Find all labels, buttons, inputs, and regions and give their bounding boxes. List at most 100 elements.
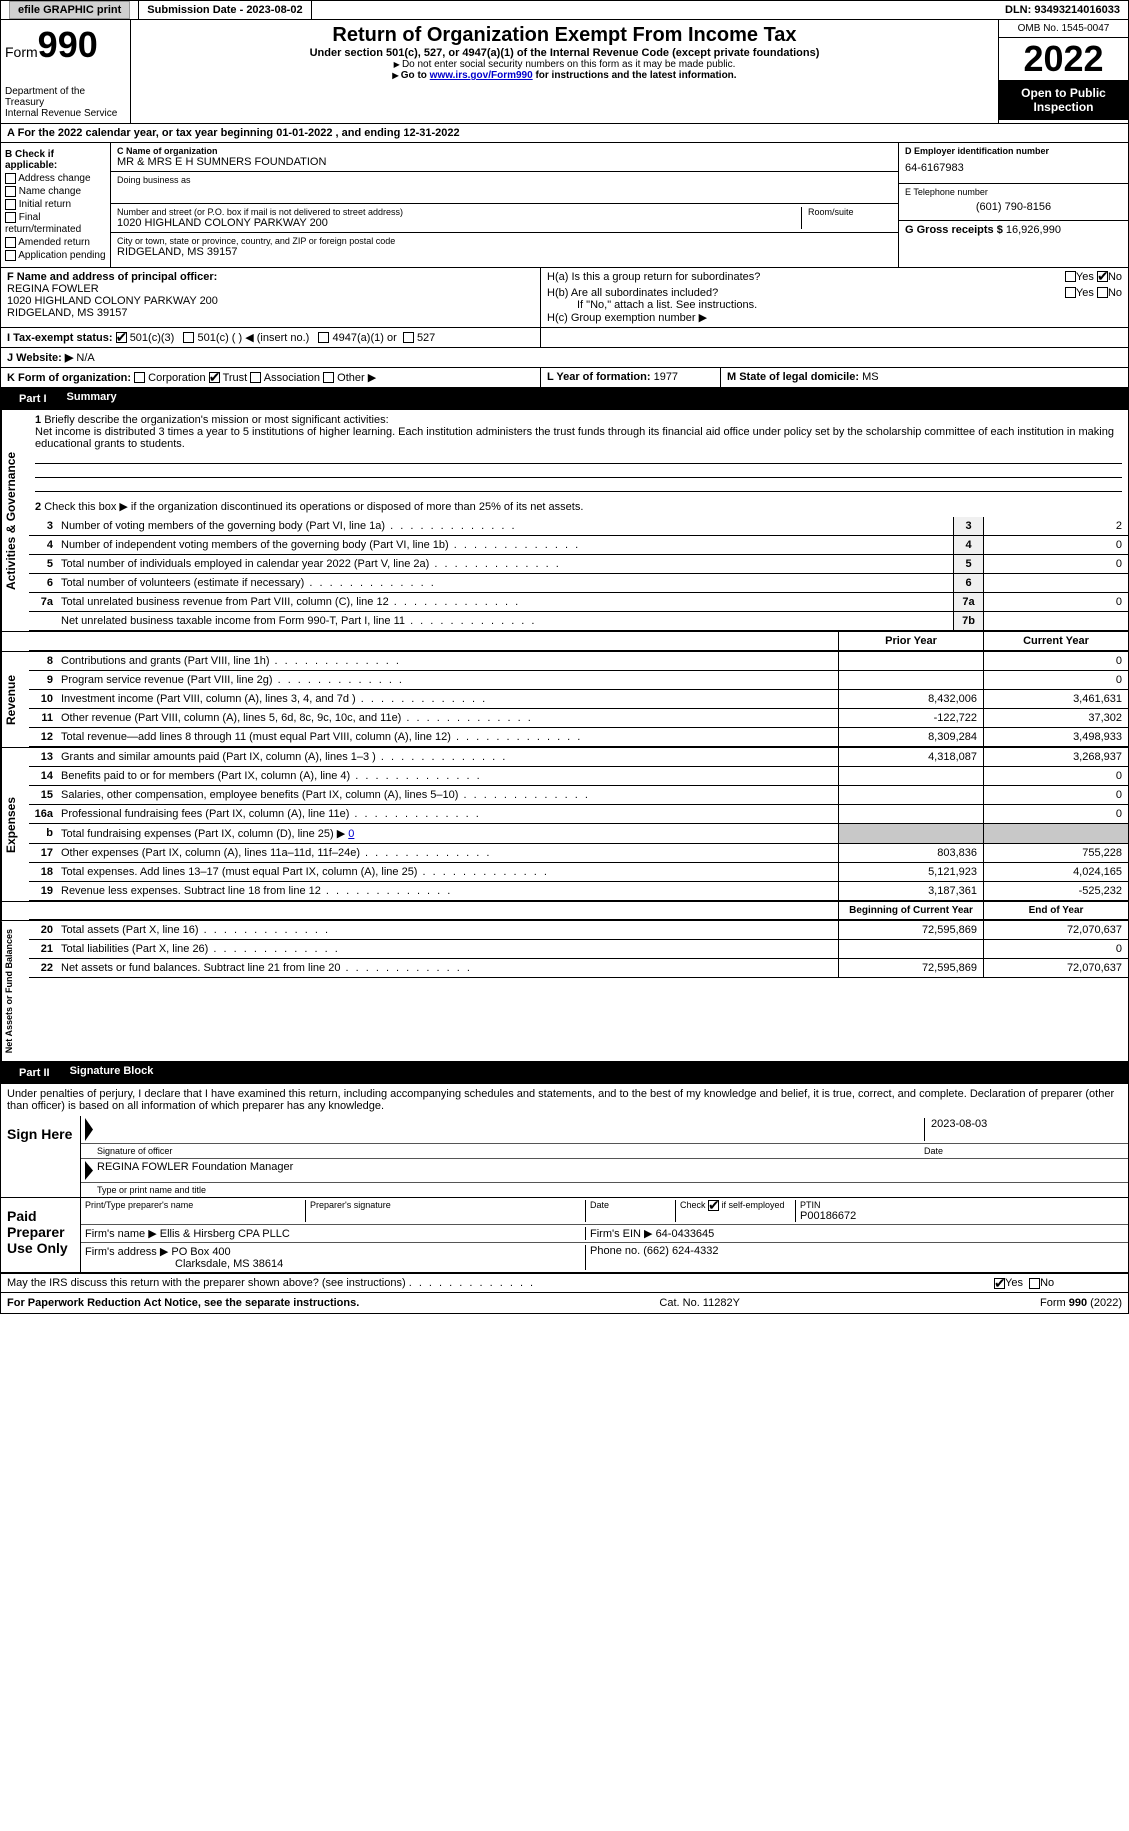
cb-amended[interactable]: Amended return: [5, 237, 106, 248]
cb-initial-return[interactable]: Initial return: [5, 199, 106, 210]
gray-cell: [838, 824, 983, 843]
dln-label: DLN: 93493214016033: [997, 1, 1128, 19]
form-title: Return of Organization Exempt From Incom…: [139, 24, 990, 47]
summary-line: 19Revenue less expenses. Subtract line 1…: [29, 882, 1128, 901]
cb-4947[interactable]: [318, 332, 329, 343]
goto-note: Go to www.irs.gov/Form990 for instructio…: [139, 70, 990, 81]
hb-yes[interactable]: [1065, 287, 1076, 298]
cb-501c3[interactable]: [116, 332, 127, 343]
netcol-hdr: Beginning of Current Year End of Year: [0, 902, 1129, 921]
dba-label: Doing business as: [117, 175, 892, 185]
period-text: A For the 2022 calendar year, or tax yea…: [1, 124, 466, 142]
ein: 64-6167983: [905, 156, 1122, 180]
part1-header: Part I Summary: [0, 388, 1129, 410]
paid-preparer-label: Paid Preparer Use Only: [1, 1198, 81, 1272]
tax-exempt-label: I Tax-exempt status:: [7, 332, 113, 344]
cb-other[interactable]: [323, 372, 334, 383]
section-i: I Tax-exempt status: 501(c)(3) 501(c) ( …: [0, 328, 1129, 348]
part2-header: Part II Signature Block: [0, 1062, 1129, 1084]
officer-addr2: RIDGELAND, MS 39157: [7, 307, 534, 319]
summary-line: 13Grants and similar amounts paid (Part …: [29, 748, 1128, 767]
ha-yes[interactable]: [1065, 271, 1076, 282]
summary-line: 11Other revenue (Part VIII, column (A), …: [29, 709, 1128, 728]
gross-receipts: 16,926,990: [1006, 224, 1061, 236]
ptin: P00186672: [800, 1210, 1124, 1222]
cb-527[interactable]: [403, 332, 414, 343]
netassets-section: Net Assets or Fund Balances 20Total asse…: [0, 921, 1129, 1062]
summary-line: 18Total expenses. Add lines 13–17 (must …: [29, 863, 1128, 882]
summary-line: 6Total number of volunteers (estimate if…: [29, 574, 1128, 593]
date-label: Date: [924, 1146, 1124, 1156]
firm-phone-label: Phone no.: [590, 1245, 640, 1257]
section-d: D Employer identification number 64-6167…: [898, 143, 1128, 267]
side-expenses: Expenses: [1, 748, 29, 901]
hb-note: If "No," attach a list. See instructions…: [547, 299, 1122, 311]
summary-line: 17Other expenses (Part IX, column (A), l…: [29, 844, 1128, 863]
form-subtitle: Under section 501(c), 527, or 4947(a)(1)…: [139, 47, 990, 59]
cb-self-employed[interactable]: [708, 1200, 719, 1211]
phone: (601) 790-8156: [905, 197, 1122, 217]
summary-line: 22Net assets or fund balances. Subtract …: [29, 959, 1128, 978]
irs-label: Internal Revenue Service: [5, 108, 126, 119]
summary-line: 20Total assets (Part X, line 16)72,595,8…: [29, 921, 1128, 940]
firm-city: Clarksdale, MS 38614: [85, 1258, 283, 1270]
summary-line: 5Total number of individuals employed in…: [29, 555, 1128, 574]
cb-final-return[interactable]: Final return/terminated: [5, 212, 106, 234]
discuss-row: May the IRS discuss this return with the…: [0, 1274, 1129, 1293]
bcd-block: B Check if applicable: Address change Na…: [0, 143, 1129, 268]
firm-name-label: Firm's name ▶: [85, 1228, 157, 1240]
officer-label: F Name and address of principal officer:: [7, 271, 534, 283]
cb-trust[interactable]: [209, 372, 220, 383]
ptin-label: PTIN: [800, 1200, 1124, 1210]
state-domicile: MS: [862, 371, 879, 383]
period-row: A For the 2022 calendar year, or tax yea…: [0, 124, 1129, 143]
tax-year: 2022: [999, 38, 1128, 80]
summary-line: 14Benefits paid to or for members (Part …: [29, 767, 1128, 786]
top-bar: efile GRAPHIC print Submission Date - 20…: [0, 0, 1129, 20]
cb-app-pending[interactable]: Application pending: [5, 250, 106, 261]
cb-assoc[interactable]: [250, 372, 261, 383]
discuss-yes[interactable]: [994, 1278, 1005, 1289]
line2: Check this box ▶ if the organization dis…: [44, 501, 583, 513]
gross-label: G Gross receipts $: [905, 224, 1003, 236]
efile-print-button[interactable]: efile GRAPHIC print: [9, 1, 130, 19]
form-header: Form990 Department of the Treasury Inter…: [0, 20, 1129, 124]
discuss-text: May the IRS discuss this return with the…: [7, 1277, 406, 1289]
cb-address-change[interactable]: Address change: [5, 173, 106, 184]
line1-text: Net income is distributed 3 times a year…: [35, 426, 1114, 450]
side-netassets: Net Assets or Fund Balances: [1, 921, 29, 1061]
hb-no[interactable]: [1097, 287, 1108, 298]
submission-date: Submission Date - 2023-08-02: [139, 1, 311, 19]
ag-section: Activities & Governance 1 Briefly descri…: [0, 410, 1129, 632]
efile-label: efile GRAPHIC print: [1, 1, 139, 19]
cb-corp[interactable]: [134, 372, 145, 383]
year-formation: 1977: [654, 371, 678, 383]
ha-no[interactable]: [1097, 271, 1108, 282]
street: 1020 HIGHLAND COLONY PARKWAY 200: [117, 217, 801, 229]
dept-treasury: Department of the Treasury: [5, 86, 126, 108]
website-value: N/A: [76, 352, 94, 364]
line16b-val: 0: [348, 828, 354, 840]
pra-notice: For Paperwork Reduction Act Notice, see …: [7, 1297, 359, 1309]
sig-officer-label: Signature of officer: [85, 1146, 924, 1156]
summary-line: 16aProfessional fundraising fees (Part I…: [29, 805, 1128, 824]
firm-phone: (662) 624-4332: [643, 1245, 718, 1257]
form-org-label: K Form of organization:: [7, 372, 131, 384]
col-current: Current Year: [983, 632, 1128, 650]
summary-line: 15Salaries, other compensation, employee…: [29, 786, 1128, 805]
type-name-label: Type or print name and title: [81, 1183, 1128, 1197]
footer: For Paperwork Reduction Act Notice, see …: [0, 1293, 1129, 1314]
summary-line: 7aTotal unrelated business revenue from …: [29, 593, 1128, 612]
check-self: Check if self-employed: [675, 1200, 795, 1222]
summary-line: 3Number of voting members of the governi…: [29, 517, 1128, 536]
sig-arrow-icon: [85, 1161, 93, 1180]
ha-label: H(a) Is this a group return for subordin…: [547, 271, 760, 283]
officer-name: REGINA FOWLER: [7, 283, 534, 295]
summary-line: 10Investment income (Part VIII, column (…: [29, 690, 1128, 709]
irs-form990-link[interactable]: www.irs.gov/Form990: [430, 70, 533, 81]
org-name: MR & MRS E H SUMNERS FOUNDATION: [117, 156, 892, 168]
cat-no: Cat. No. 11282Y: [659, 1297, 740, 1309]
cb-name-change[interactable]: Name change: [5, 186, 106, 197]
discuss-no[interactable]: [1029, 1278, 1040, 1289]
cb-501c[interactable]: [183, 332, 194, 343]
